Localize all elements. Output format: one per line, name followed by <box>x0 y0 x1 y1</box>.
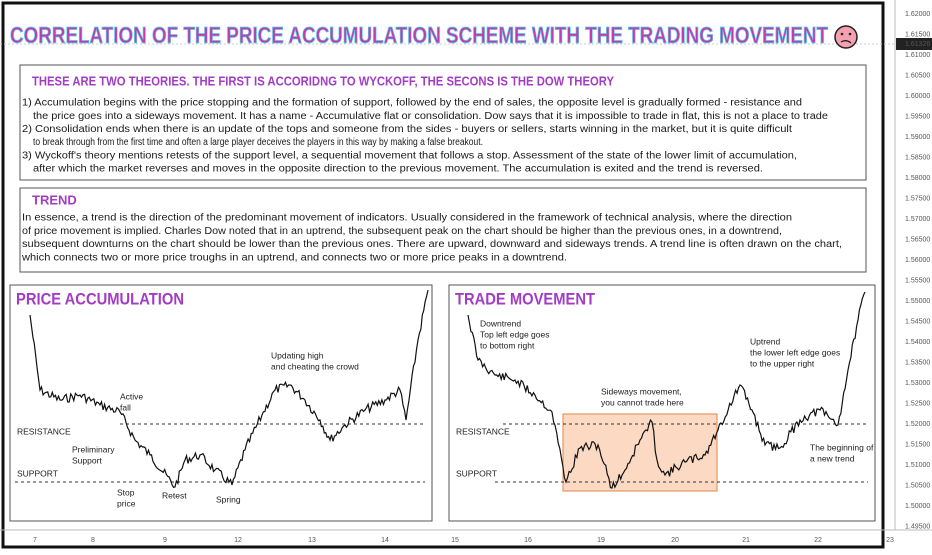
price-label: 1.60500 <box>905 72 930 79</box>
price-line <box>29 289 429 488</box>
panel-title: PRICE ACCUMULATION <box>16 289 184 308</box>
price-label: 1.49500 <box>905 523 930 530</box>
sideways-zone <box>562 413 718 492</box>
price-label: 1.51000 <box>905 462 930 469</box>
time-label: 20 <box>671 537 679 544</box>
annotation: and cheating the crowd <box>271 361 359 371</box>
annotation: Uptrend <box>750 336 781 346</box>
accumulation-box <box>9 284 433 522</box>
price-label: 1.52500 <box>905 400 930 407</box>
price-label: 1.57500 <box>905 195 930 202</box>
price-label: 1.61500 <box>905 31 930 38</box>
body-line: 2) Consolidation ends when there is an u… <box>22 124 792 135</box>
annotation: Downtrend <box>480 318 521 328</box>
body-line: to break through from the first time and… <box>33 137 483 148</box>
panel-title: TRADE MOVEMENT <box>455 289 596 308</box>
price-label: 1.58000 <box>905 175 930 182</box>
annotation: a new trend <box>810 453 855 463</box>
annotation: to the upper right <box>750 358 815 368</box>
price-label: 1.52000 <box>905 421 930 428</box>
annotation: Support <box>72 455 102 465</box>
time-label: 15 <box>451 537 459 544</box>
annotation: fall <box>120 402 131 412</box>
annotation: Retest <box>162 490 187 500</box>
annotation: Stop <box>117 487 135 497</box>
annotation: Preliminary <box>72 444 115 454</box>
annotation: to bottom right <box>480 340 535 350</box>
price-label: 1.50500 <box>905 482 930 489</box>
annotation: RESISTANCE <box>456 426 510 436</box>
price-label: 1.59500 <box>905 113 930 120</box>
annotation: Top left edge goes <box>480 329 549 339</box>
current-price-box <box>896 38 932 50</box>
theories-box <box>19 64 867 181</box>
annotation: SUPPORT <box>456 468 497 478</box>
price-label: 1.53500 <box>905 359 930 366</box>
time-label: 9 <box>163 537 167 544</box>
trend-box <box>19 187 867 273</box>
annotation: SUPPORT <box>17 468 58 478</box>
price-label: 1.61000 <box>905 52 930 59</box>
time-label: 22 <box>814 537 822 544</box>
annotation: The beginning of <box>810 442 874 452</box>
body-line: which connects two or more price troughs… <box>21 253 567 264</box>
price-label: 1.62000 <box>905 11 930 18</box>
price-label: 1.53000 <box>905 380 930 387</box>
body-line: of price movement is implied. Charles Do… <box>22 226 782 237</box>
time-label: 13 <box>308 537 316 544</box>
time-label: 8 <box>91 537 95 544</box>
price-label: 1.59000 <box>905 134 930 141</box>
annotation: price <box>117 498 136 508</box>
section-heading: THESE ARE TWO THEORIES. THE FIRST IS ACC… <box>32 73 614 88</box>
section-heading: TREND <box>32 192 77 207</box>
price-label: 1.56500 <box>905 236 930 243</box>
body-line: after which the market reverses and move… <box>33 164 763 175</box>
annotation: Updating high <box>271 350 324 360</box>
time-label: 19 <box>597 537 605 544</box>
price-line <box>467 291 866 489</box>
body-line: subsequent downturns on the chart should… <box>22 239 842 250</box>
time-label: 21 <box>742 537 750 544</box>
price-label: 1.54000 <box>905 339 930 346</box>
price-label: 1.55000 <box>905 298 930 305</box>
price-label: 1.51500 <box>905 441 930 448</box>
current-price: 1.61326 <box>905 41 930 48</box>
time-label: 23 <box>886 537 894 544</box>
price-label: 1.58500 <box>905 154 930 161</box>
price-label: 1.57000 <box>905 216 930 223</box>
annotation: the lower left edge goes <box>750 347 840 357</box>
price-label: 1.56000 <box>905 257 930 264</box>
price-label: 1.60000 <box>905 93 930 100</box>
texts: CORRELATION OF THE PRICE ACCUMULATION SC… <box>10 11 932 544</box>
emoji <box>834 25 858 49</box>
price-label: 1.55500 <box>905 277 930 284</box>
price-label: 1.50000 <box>905 503 930 510</box>
annotation: Spring <box>216 494 241 504</box>
annotation: Sideways movement, <box>601 386 682 396</box>
frame <box>1 1 885 549</box>
levels <box>15 423 868 483</box>
annotation: Active <box>120 391 143 401</box>
time-label: 7 <box>33 537 37 544</box>
body-line: 1) Accumulation begins with the price st… <box>22 98 802 109</box>
time-label: 16 <box>524 537 532 544</box>
page-title: CORRELATION OF THE PRICE ACCUMULATION SC… <box>10 22 828 48</box>
body-line: the price goes into a sideways movement.… <box>33 111 828 122</box>
time-label: 14 <box>381 537 389 544</box>
price-label: 1.54500 <box>905 318 930 325</box>
time-label: 12 <box>234 537 242 544</box>
annotation: you cannot trade here <box>601 397 684 407</box>
annotation: RESISTANCE <box>17 426 71 436</box>
body-line: 3) Wyckoff's theory mentions retests of … <box>22 150 797 161</box>
body-line: In essence, a trend is the direction of … <box>22 213 792 224</box>
